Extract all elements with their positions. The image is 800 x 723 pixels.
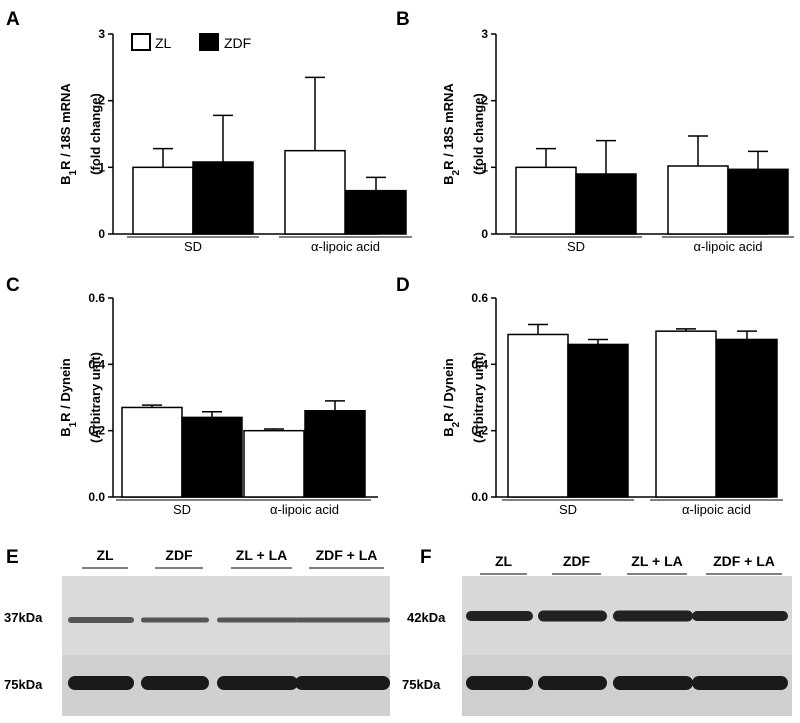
legend-label-zdf: ZDF	[224, 35, 251, 51]
blot-e-marker-1: 37kDa	[4, 610, 43, 625]
panel-label-f: F	[420, 547, 432, 568]
legend: ZL ZDF	[131, 33, 251, 51]
bar-zdf	[575, 173, 637, 235]
y-axis-label: B2R / 18S mRNA	[441, 83, 462, 185]
bar-zdf	[304, 410, 366, 498]
bar-zdf	[727, 168, 789, 235]
legend-swatch-zl	[131, 33, 151, 51]
bar-zl	[132, 166, 194, 235]
band-lower	[538, 676, 607, 690]
band-upper	[141, 617, 209, 623]
legend-label-zl: ZL	[155, 35, 172, 51]
bar-zl	[655, 330, 717, 498]
bar-zdf	[181, 416, 243, 498]
band-upper	[692, 611, 788, 621]
bar-zl	[507, 333, 569, 498]
category-label: α-lipoic acid	[270, 502, 339, 517]
chart-b: 0 1 2 3 SD α-lipoic acid B2R / 18S mRNA (fold c…	[441, 27, 794, 254]
band-lower	[295, 676, 390, 690]
legend-swatch-zdf	[199, 33, 219, 51]
y-tick-label: 0.2	[471, 424, 488, 438]
band-lower	[692, 676, 788, 690]
y-tick-label: 3	[98, 27, 105, 41]
bar-zl	[515, 166, 577, 235]
category-label: SD	[559, 502, 577, 517]
y-tick-label: 0.2	[88, 424, 105, 438]
bar-zdf	[345, 189, 407, 235]
lane-label: ZL + LA	[236, 547, 287, 563]
chart-a: 0 1 2 3 SD α-lipoic acid B1R / 18S mRNA (fold c…	[58, 27, 412, 254]
panel-label-e: E	[6, 547, 19, 568]
chart-d: 0.0 0.2 0.4 0.6 SD α-lipoic acid B2R / Dynein (…	[441, 291, 783, 517]
band-lower	[68, 676, 134, 690]
y-axis-label: B1R / Dynein	[58, 358, 79, 437]
lane-label: ZL + LA	[631, 553, 682, 569]
bar-zl	[121, 406, 183, 498]
panel-label-b: B	[396, 9, 410, 30]
bar-zl	[243, 429, 305, 498]
lane-label: ZDF + LA	[713, 553, 775, 569]
y-tick-label: 1	[98, 160, 105, 174]
category-label: SD	[173, 502, 191, 517]
y-tick-label: 0.0	[471, 490, 488, 504]
category-label: SD	[567, 239, 585, 254]
bar-zdf	[567, 343, 629, 498]
lane-label: ZDF	[165, 547, 193, 563]
y-axis-label-line2: (Arbitrary unit)	[88, 352, 103, 443]
y-axis-label: B1R / 18S mRNA	[58, 83, 79, 185]
band-upper	[613, 610, 693, 622]
lane-label: ZL	[495, 553, 513, 569]
chart-c: 0.0 0.2 0.4 0.6 SD α-lipoic acid B1R / Dynein (…	[58, 291, 378, 517]
western-blot-e: 37kDa 75kDa ZL ZDF ZL + LA ZDF + LA	[4, 547, 390, 716]
category-label: SD	[184, 239, 202, 254]
blot-f-marker-2: 75kDa	[402, 677, 441, 692]
y-tick-label: 0.0	[88, 490, 105, 504]
lane-label: ZL	[96, 547, 114, 563]
y-axis-label: B2R / Dynein	[441, 358, 462, 437]
bar-zdf	[192, 161, 254, 235]
band-upper	[538, 610, 607, 622]
category-label: α-lipoic acid	[682, 502, 751, 517]
band-lower	[217, 676, 298, 690]
y-tick-label: 2	[98, 94, 105, 108]
y-tick-label: 0.4	[471, 357, 488, 371]
y-tick-label: 0	[98, 227, 105, 241]
y-tick-label: 3	[481, 27, 488, 41]
blot-f-marker-1: 42kDa	[407, 610, 446, 625]
y-tick-label: 0.6	[88, 291, 105, 305]
y-tick-label: 1	[481, 160, 488, 174]
category-label: α-lipoic acid	[311, 239, 380, 254]
panel-label-d: D	[396, 275, 410, 296]
blot-e-marker-2: 75kDa	[4, 677, 43, 692]
bar-zl	[667, 165, 729, 235]
lane-label: ZDF	[563, 553, 591, 569]
band-lower	[141, 676, 209, 690]
band-upper	[68, 617, 134, 623]
band-upper	[466, 611, 533, 621]
western-blot-f: 42kDa 75kDa ZL ZDF ZL + LA ZDF + LA	[402, 553, 792, 716]
bar-zdf	[716, 338, 778, 498]
y-tick-label: 0.6	[471, 291, 488, 305]
band-upper	[295, 617, 390, 623]
y-tick-label: 0.4	[88, 357, 105, 371]
band-upper	[217, 617, 298, 623]
y-tick-label: 2	[481, 94, 488, 108]
panel-label-c: C	[6, 275, 20, 296]
y-axis-label-line2: (fold change)	[471, 93, 486, 175]
y-tick-label: 0	[481, 227, 488, 241]
y-axis-label-line2: (fold change)	[88, 93, 103, 175]
band-lower	[466, 676, 533, 690]
y-axis-label-line2: (Arbitrary unit)	[471, 352, 486, 443]
category-label: α-lipoic acid	[694, 239, 763, 254]
panel-label-a: A	[6, 9, 20, 30]
lane-label: ZDF + LA	[316, 547, 378, 563]
band-lower	[613, 676, 693, 690]
bar-zl	[284, 149, 346, 235]
